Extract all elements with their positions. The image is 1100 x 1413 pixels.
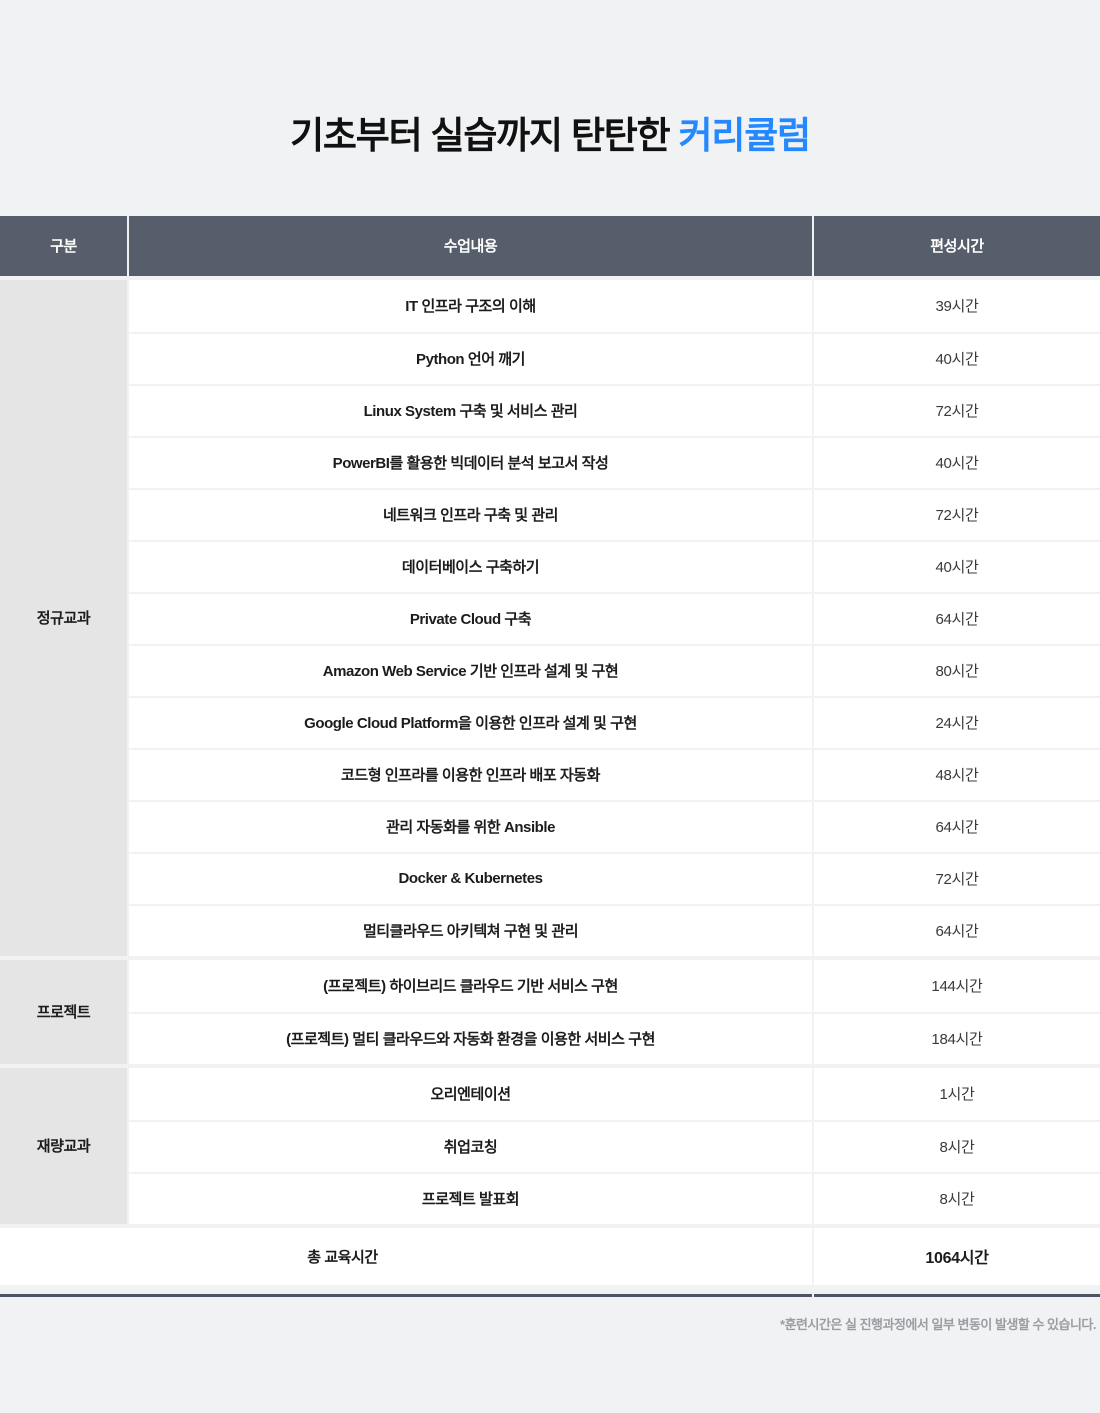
course-hours: 144시간: [814, 959, 1100, 1012]
course-hours: 48시간: [814, 747, 1100, 800]
category-label: 프로젝트: [0, 959, 127, 1064]
column-header-hours: 편성시간: [814, 215, 1100, 276]
course-hours: 72시간: [814, 487, 1100, 540]
course-name: (프로젝트) 하이브리드 클라우드 기반 서비스 구현: [129, 959, 812, 1012]
course-hours: 64시간: [814, 903, 1100, 956]
table-row: (프로젝트) 하이브리드 클라우드 기반 서비스 구현 144시간: [129, 959, 1100, 1012]
table-row: Google Cloud Platform을 이용한 인프라 설계 및 구현 2…: [129, 695, 1100, 748]
column-header-course: 수업내용: [129, 215, 812, 276]
course-hours: 40시간: [814, 331, 1100, 384]
course-name: 오리엔테이션: [129, 1067, 812, 1120]
course-name: Private Cloud 구축: [129, 591, 812, 644]
course-name: 데이터베이스 구축하기: [129, 539, 812, 592]
page-title-lead: 기초부터 실습까지 탄탄한: [290, 114, 679, 156]
course-hours: 64시간: [814, 799, 1100, 852]
course-hours: 1시간: [814, 1067, 1100, 1120]
table-row: 데이터베이스 구축하기 40시간: [129, 539, 1100, 592]
table-row: 프로젝트 발표회 8시간: [129, 1171, 1100, 1224]
course-name: Google Cloud Platform을 이용한 인프라 설계 및 구현: [129, 695, 812, 748]
category-label: 재량교과: [0, 1067, 127, 1224]
total-label: 총 교육시간: [307, 1248, 378, 1266]
course-name: Python 언어 깨기: [129, 331, 812, 384]
category-label: 정규교과: [0, 279, 127, 956]
course-name: 코드형 인프라를 이용한 인프라 배포 자동화: [129, 747, 812, 800]
table-row: 멀티클라우드 아키텍쳐 구현 및 관리 64시간: [129, 903, 1100, 956]
course-hours: 40시간: [814, 435, 1100, 488]
course-name: 네트워크 인프라 구축 및 관리: [129, 487, 812, 540]
table-row: Amazon Web Service 기반 인프라 설계 및 구현 80시간: [129, 643, 1100, 696]
course-name: 멀티클라우드 아키텍쳐 구현 및 관리: [129, 903, 812, 956]
course-hours: 8시간: [814, 1119, 1100, 1172]
table-row: Linux System 구축 및 서비스 관리 72시간: [129, 383, 1100, 436]
curriculum-page: 기초부터 실습까지 탄탄한 커리큘럼 구분 수업내용 편성시간 정규교과 IT …: [0, 25, 1100, 1413]
table-row: PowerBI를 활용한 빅데이터 분석 보고서 작성 40시간: [129, 435, 1100, 488]
category-group-rows: IT 인프라 구조의 이해 39시간 Python 언어 깨기 40시간 Lin…: [129, 279, 1100, 956]
course-hours: 39시간: [814, 279, 1100, 332]
course-name: (프로젝트) 멀티 클라우드와 자동화 환경을 이용한 서비스 구현: [129, 1011, 812, 1064]
table-row: 코드형 인프라를 이용한 인프라 배포 자동화 48시간: [129, 747, 1100, 800]
table-header-row: 구분 수업내용 편성시간: [0, 215, 1100, 276]
course-hours: 8시간: [814, 1171, 1100, 1224]
rule-segment-right: [814, 1293, 1100, 1297]
course-hours: 72시간: [814, 383, 1100, 436]
table-row: 취업코칭 8시간: [129, 1119, 1100, 1172]
table-row: 관리 자동화를 위한 Ansible 64시간: [129, 799, 1100, 852]
course-name: Docker & Kubernetes: [129, 851, 812, 904]
course-name: PowerBI를 활용한 빅데이터 분석 보고서 작성: [129, 435, 812, 488]
rule-segment-left: [0, 1293, 812, 1297]
course-hours: 24시간: [814, 695, 1100, 748]
total-hours: 1064시간: [814, 1227, 1100, 1285]
footnote: *훈련시간은 실 진행과정에서 일부 변동이 발생할 수 있습니다.: [780, 1316, 1096, 1332]
total-label-cell: 총 교육시간: [0, 1227, 812, 1285]
course-name: Linux System 구축 및 서비스 관리: [129, 383, 812, 436]
rule-gap: [812, 1293, 814, 1297]
table-row: Private Cloud 구축 64시간: [129, 591, 1100, 644]
course-hours: 184시간: [814, 1011, 1100, 1064]
course-name: Amazon Web Service 기반 인프라 설계 및 구현: [129, 643, 812, 696]
table-row: (프로젝트) 멀티 클라우드와 자동화 환경을 이용한 서비스 구현 184시간: [129, 1011, 1100, 1064]
table-bottom-rule: [0, 1293, 1100, 1297]
table-row: 네트워크 인프라 구축 및 관리 72시간: [129, 487, 1100, 540]
category-group: 재량교과 오리엔테이션 1시간 취업코칭 8시간 프로젝트 발표회 8시간: [0, 1067, 1100, 1224]
table-row: Python 언어 깨기 40시간: [129, 331, 1100, 384]
category-group-rows: 오리엔테이션 1시간 취업코칭 8시간 프로젝트 발표회 8시간: [129, 1067, 1100, 1224]
page-title-accent: 커리큘럼: [678, 114, 812, 156]
course-hours: 64시간: [814, 591, 1100, 644]
course-hours: 80시간: [814, 643, 1100, 696]
course-hours: 72시간: [814, 851, 1100, 904]
course-name: IT 인프라 구조의 이해: [129, 279, 812, 332]
column-header-category: 구분: [0, 215, 127, 276]
course-name: 프로젝트 발표회: [129, 1171, 812, 1224]
page-title: 기초부터 실습까지 탄탄한 커리큘럼: [0, 25, 1100, 154]
table-row: IT 인프라 구조의 이해 39시간: [129, 279, 1100, 332]
table-row: 오리엔테이션 1시간: [129, 1067, 1100, 1120]
course-name: 관리 자동화를 위한 Ansible: [129, 799, 812, 852]
category-group: 프로젝트 (프로젝트) 하이브리드 클라우드 기반 서비스 구현 144시간 (…: [0, 959, 1100, 1064]
category-group: 정규교과 IT 인프라 구조의 이해 39시간 Python 언어 깨기 40시…: [0, 279, 1100, 956]
curriculum-table: 구분 수업내용 편성시간 정규교과 IT 인프라 구조의 이해 39시간 Pyt…: [0, 215, 1100, 1333]
course-hours: 40시간: [814, 539, 1100, 592]
table-row: Docker & Kubernetes 72시간: [129, 851, 1100, 904]
course-name: 취업코칭: [129, 1119, 812, 1172]
category-group-rows: (프로젝트) 하이브리드 클라우드 기반 서비스 구현 144시간 (프로젝트)…: [129, 959, 1100, 1064]
total-row: 총 교육시간 1064시간: [0, 1227, 1100, 1285]
